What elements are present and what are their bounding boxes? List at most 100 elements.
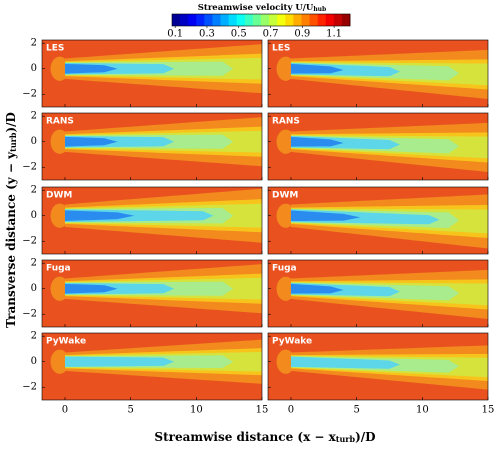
panel-frame <box>267 39 489 108</box>
panel-label: RANS <box>46 117 74 127</box>
wake-contour <box>64 210 135 222</box>
colorbar-bin <box>236 14 246 26</box>
x-label-main: Streamwise distance (x − x <box>154 430 336 444</box>
colorbar-bin <box>293 14 302 26</box>
rotor-induction <box>50 56 69 81</box>
panel-frame <box>267 186 489 255</box>
colorbar-bin <box>252 14 262 26</box>
y-label-main: Transverse distance (y − y <box>4 151 18 328</box>
rotor-induction <box>276 276 295 301</box>
rotor-induction <box>50 276 69 301</box>
x-axis-label: Streamwise distance (x − xturb)/D <box>154 430 375 445</box>
colorbar-bin <box>220 14 230 26</box>
y-tick-label: −2 <box>22 162 37 173</box>
x-tick-label: 0 <box>288 405 294 416</box>
panel <box>268 187 488 254</box>
colorbar-frame <box>171 13 351 27</box>
colorbar-tick-label: 0.3 <box>199 29 215 40</box>
colorbar-bin <box>188 14 197 26</box>
panel <box>268 260 488 327</box>
panel-label: Fuga <box>272 264 297 274</box>
colorbar-bin <box>285 14 294 26</box>
y-tick-label: 2 <box>31 185 37 196</box>
rotor-induction <box>50 129 69 154</box>
panel-frame <box>267 332 489 401</box>
panel-frame <box>41 186 263 255</box>
y-tick-label: −2 <box>22 89 37 100</box>
panel <box>42 260 262 327</box>
wake-contour <box>64 356 174 367</box>
panel-label: RANS <box>272 117 300 127</box>
panel-label: DWM <box>46 191 72 201</box>
panel-label: PyWake <box>272 337 312 347</box>
colorbar-tick-label: 0.5 <box>231 29 247 40</box>
colorbar-bin <box>309 14 319 26</box>
colorbar-bin <box>301 14 310 26</box>
colorbar-bin <box>196 14 205 26</box>
rotor-induction <box>276 129 295 154</box>
panel-label: Fuga <box>46 264 71 274</box>
colorbar-bin <box>325 14 335 26</box>
colorbar-bin <box>204 14 213 26</box>
colorbar-title-sub: hub <box>313 6 326 13</box>
colorbar-tick-label: 0.1 <box>167 29 183 40</box>
rotor-induction <box>50 203 69 228</box>
wake-contour <box>64 136 118 147</box>
colorbar-bin <box>180 14 189 26</box>
colorbar-title: Streamwise velocity U/Uhub <box>198 3 326 13</box>
panel <box>42 333 262 400</box>
panel <box>268 113 488 180</box>
y-tick-label: −2 <box>22 309 37 320</box>
panel-frame <box>267 112 489 181</box>
wake-contour <box>290 356 400 369</box>
x-tick-label: 5 <box>127 405 133 416</box>
y-tick-label: 2 <box>31 38 37 49</box>
colorbar-bin <box>277 14 286 26</box>
colorbar-bin <box>244 14 254 26</box>
x-tick-label: 0 <box>62 405 68 416</box>
y-tick-label: 0 <box>31 210 37 221</box>
rotor-induction <box>276 203 295 228</box>
y-tick-label: 0 <box>31 283 37 294</box>
panel <box>268 333 488 400</box>
panel-label: PyWake <box>46 337 86 347</box>
panel <box>42 187 262 254</box>
panel-frame <box>267 259 489 328</box>
x-tick-label: 10 <box>190 405 203 416</box>
y-tick-label: 2 <box>31 331 37 342</box>
wake-contour <box>290 136 344 147</box>
colorbar-bin <box>228 14 238 26</box>
panel-frame <box>41 39 263 108</box>
wake-contour <box>290 63 344 74</box>
panel <box>268 40 488 107</box>
colorbar-tick-label: 0.7 <box>263 29 279 40</box>
y-label-end: )/D <box>4 112 18 132</box>
x-tick-label: 15 <box>256 405 269 416</box>
rotor-induction <box>50 349 69 374</box>
colorbar-bin <box>261 14 270 26</box>
colorbar-bin <box>341 14 351 26</box>
y-tick-label: −2 <box>22 236 37 247</box>
y-tick-label: 0 <box>31 356 37 367</box>
colorbar-title-main: Streamwise velocity U/U <box>198 3 314 13</box>
rotor-induction <box>276 349 295 374</box>
y-tick-label: 2 <box>31 258 37 269</box>
x-label-end: )/D <box>355 430 375 444</box>
x-tick-label: 5 <box>353 405 359 416</box>
x-tick-label: 10 <box>416 405 429 416</box>
x-tick-label: 15 <box>482 405 495 416</box>
panel-frame <box>41 332 263 401</box>
wake-contour <box>64 63 118 74</box>
wake-contour <box>290 210 361 222</box>
colorbar-bin <box>269 14 278 26</box>
colorbar-bin <box>172 14 181 26</box>
y-label-sub: turb <box>8 132 18 152</box>
panel-label: LES <box>272 44 290 54</box>
wake-contour <box>64 283 118 294</box>
wake-contour <box>290 283 344 294</box>
panel <box>42 40 262 107</box>
colorbar-bin <box>212 14 221 26</box>
colorbar-tick-label: 1.1 <box>326 29 342 40</box>
y-tick-label: 2 <box>31 111 37 122</box>
